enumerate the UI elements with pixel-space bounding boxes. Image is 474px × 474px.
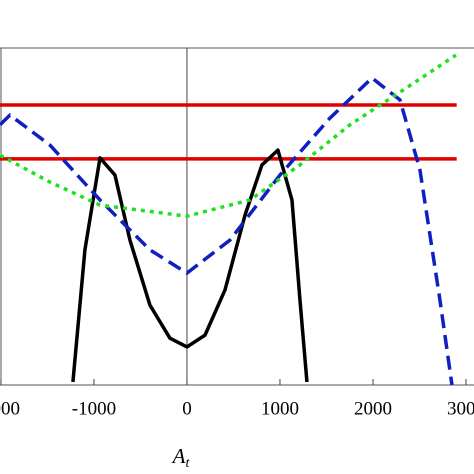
line-series: [0, 53, 457, 218]
x-tick-label: -1000: [72, 398, 116, 419]
x-tick-label: 3000: [447, 398, 474, 419]
x-tick-label: 1000: [261, 398, 299, 419]
x-label-main: A: [171, 444, 186, 468]
x-tick-label: 2000: [0, 398, 20, 419]
x-tick-label: 2000: [354, 398, 392, 419]
x-label-sub: t: [185, 456, 190, 471]
x-tick-label: 0: [182, 398, 192, 419]
line-series: [0, 76, 454, 386]
x-axis-label: At: [171, 444, 191, 471]
